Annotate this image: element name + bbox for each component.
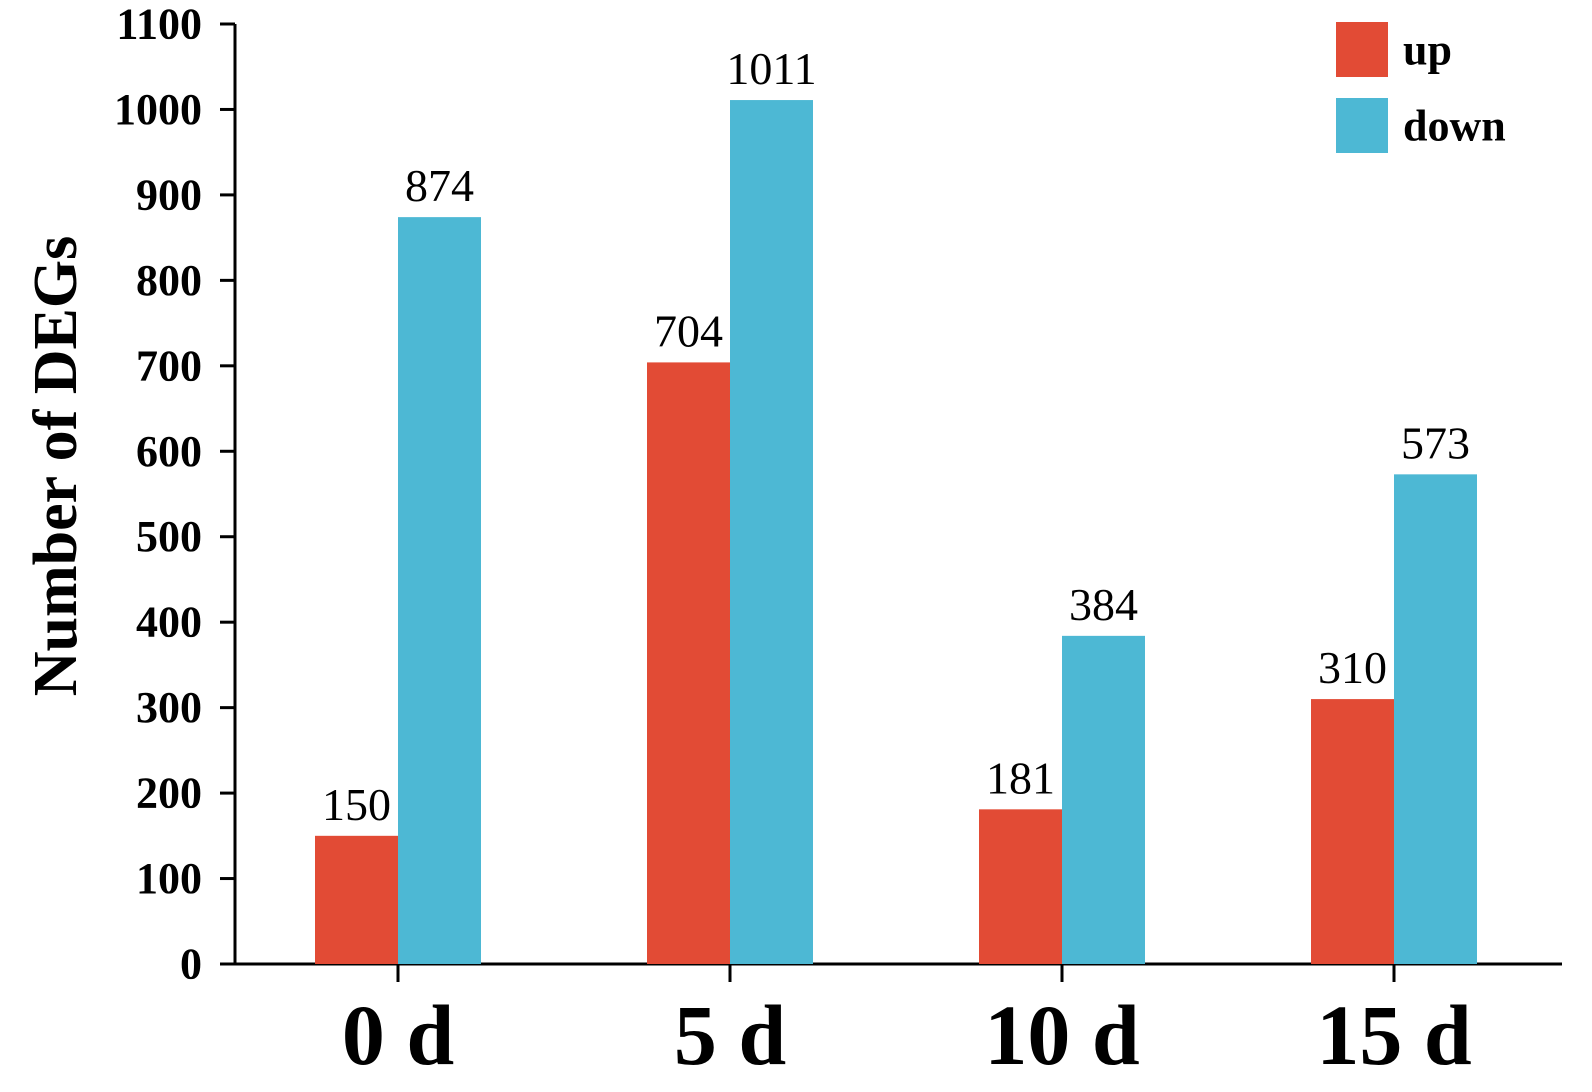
x-ticks: 0 d 5 d 10 d 15 d: [342, 964, 1472, 1083]
legend-label-down: down: [1403, 102, 1506, 151]
x-tick-label: 0 d: [342, 987, 454, 1083]
y-tick-label: 500: [136, 512, 202, 561]
data-label-up: 150: [322, 779, 391, 830]
y-tick-label: 1000: [114, 85, 202, 134]
bar-down: [398, 217, 481, 965]
y-tick-label: 300: [136, 683, 202, 732]
data-label-down: 384: [1069, 579, 1138, 630]
y-tick-label: 200: [136, 769, 202, 818]
y-tick-label: 700: [136, 341, 202, 390]
y-tick-label: 100: [136, 854, 202, 903]
data-label-down: 874: [405, 160, 474, 211]
legend-label-up: up: [1403, 26, 1452, 75]
y-tick-label: 1100: [116, 0, 202, 49]
y-axis-title: Number of DEGs: [22, 236, 90, 696]
x-tick-label: 5 d: [674, 987, 786, 1083]
data-label-up: 704: [654, 305, 723, 356]
data-labels: 150 874 704 1011 181 384 310 573: [322, 43, 1470, 830]
y-tick-label: 800: [136, 256, 202, 305]
bars: [315, 100, 1477, 965]
bar-up: [647, 362, 730, 964]
y-tick-label: 400: [136, 598, 202, 647]
legend-swatch-up: [1336, 22, 1388, 77]
bar-up: [979, 809, 1062, 964]
y-tick-label: 0: [180, 940, 202, 989]
data-label-down: 573: [1401, 417, 1470, 468]
bar-down: [1062, 635, 1145, 964]
data-label-up: 310: [1318, 642, 1387, 693]
y-tick-label: 900: [136, 170, 202, 219]
x-tick-label: 10 d: [984, 987, 1139, 1083]
data-label-up: 181: [986, 752, 1055, 803]
x-tick-label: 15 d: [1316, 987, 1471, 1083]
data-label-down: 1011: [726, 43, 816, 94]
bar-up: [315, 835, 398, 964]
bar-up: [1311, 699, 1394, 964]
y-ticks: 0 100 200 300 400 500 600 700 800 900 1000 1100: [114, 0, 235, 989]
bar-down: [730, 100, 813, 964]
y-tick-label: 600: [136, 427, 202, 476]
legend: up down: [1336, 22, 1506, 153]
legend-swatch-down: [1336, 98, 1388, 153]
bar-down: [1394, 474, 1477, 964]
